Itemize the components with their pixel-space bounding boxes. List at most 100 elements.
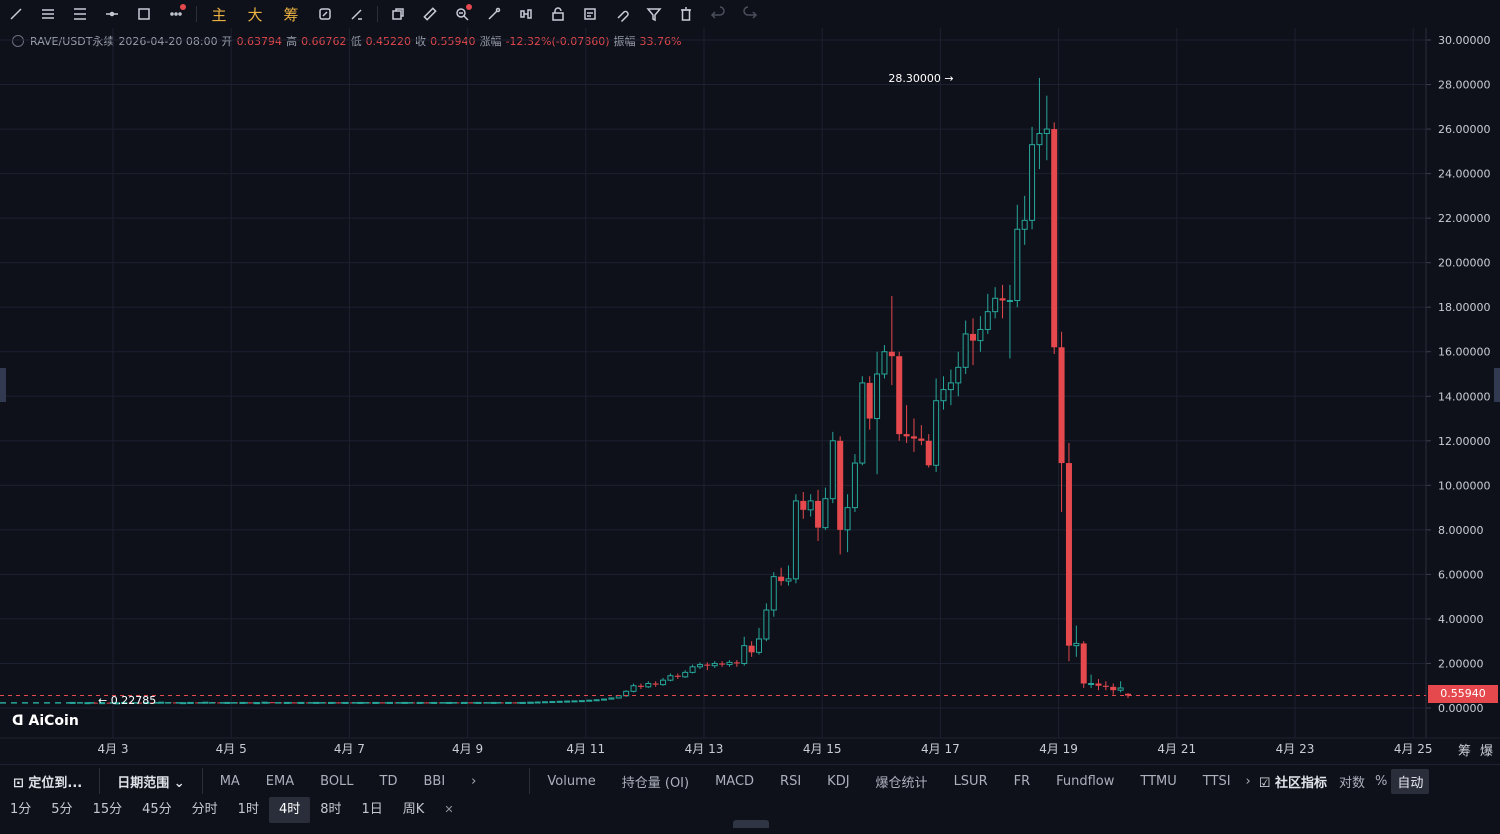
low-label: 低 [350, 35, 362, 48]
filter-icon[interactable] [638, 0, 670, 28]
indicator-bbi[interactable]: BBI [423, 773, 446, 789]
trash-icon[interactable] [670, 0, 702, 28]
candle-body [1051, 129, 1058, 348]
x-tick-label: 4月 13 [685, 742, 724, 756]
indicator-lsur[interactable]: LSUR [953, 773, 988, 789]
chevron-right-icon[interactable]: › [1245, 773, 1251, 789]
screenshot-icon[interactable] [382, 0, 414, 28]
chevron-right-icon[interactable]: › [471, 773, 477, 789]
notes-icon[interactable] [574, 0, 606, 28]
pen-icon[interactable] [341, 0, 373, 28]
y-tick-label: 24.00000 [1438, 168, 1491, 181]
candle-body [468, 702, 475, 704]
indicator-rsi[interactable]: RSI [780, 773, 802, 789]
magnet-icon[interactable] [606, 0, 638, 28]
candle-body [992, 297, 999, 313]
candle-body [748, 645, 755, 653]
undo-icon[interactable] [702, 0, 734, 28]
candle-body [1014, 228, 1021, 302]
redo-icon[interactable] [734, 0, 766, 28]
left-panel-toggle[interactable] [0, 368, 6, 402]
x-tick-label: 4月 5 [216, 742, 247, 756]
tf-15m[interactable]: 15分 [92, 802, 123, 817]
toolbar-divider [196, 6, 197, 22]
panel-resize-handle[interactable] [733, 820, 769, 828]
y-tick-label: 0.00000 [1438, 702, 1484, 715]
candle-body [534, 701, 541, 704]
last-price-tag: 0.55940 [1428, 685, 1498, 703]
toolbar-divider [377, 6, 378, 22]
candles-icon[interactable] [510, 0, 542, 28]
indicator-ma[interactable]: MA [219, 773, 240, 789]
tf-1d[interactable]: 1日 [361, 802, 383, 817]
y-tick-label: 14.00000 [1438, 390, 1491, 403]
community-indicators-button[interactable]: ☑ 社区指标 [1258, 775, 1327, 791]
magic-pen-icon[interactable] [478, 0, 510, 28]
horizontal-line-icon[interactable] [96, 0, 128, 28]
indicator-td[interactable]: TD [379, 773, 398, 789]
tf-1h[interactable]: 1时 [237, 802, 259, 817]
y-tick-label: 10.00000 [1438, 479, 1491, 492]
trend-line-icon[interactable] [0, 0, 32, 28]
indicator-bar: ⊡ 定位到... 日期范围 ⌄ MA EMA BOLL TD BBI › Vol… [0, 764, 1500, 797]
parallel-lines-icon[interactable] [64, 0, 96, 28]
candle-body [335, 702, 342, 704]
y-tick-label: 28.00000 [1438, 79, 1491, 92]
close-icon[interactable]: ✕ [444, 803, 454, 816]
tf-1m[interactable]: 1分 [10, 802, 32, 817]
zoom-in-icon[interactable] [446, 0, 478, 28]
bar-divider [529, 768, 531, 794]
indicator-ttsi[interactable]: TTSI [1202, 773, 1231, 789]
chips-button[interactable]: 筹 [283, 5, 299, 24]
percent-scale-button[interactable]: % [1374, 773, 1388, 789]
fib-lines-icon[interactable] [32, 0, 64, 28]
candle-body [733, 662, 740, 664]
date-range-button[interactable]: 日期范围 ⌄ [117, 775, 185, 791]
candle-body [608, 697, 615, 700]
large-orders-button[interactable]: 大 [247, 5, 263, 24]
tf-4h[interactable]: 4时 [268, 797, 311, 823]
indicator-ema[interactable]: EMA [265, 773, 295, 789]
candle-body [947, 382, 954, 391]
tf-week[interactable]: 周K [402, 802, 425, 817]
close-value: 0.55940 [430, 34, 476, 48]
change-value: -12.32%(-0.07860) [505, 34, 610, 48]
rectangle-icon[interactable] [128, 0, 160, 28]
candle-body [1036, 133, 1043, 146]
ruler-icon[interactable] [414, 0, 446, 28]
indicator-fundflow[interactable]: Fundflow [1056, 773, 1115, 789]
candle-body [1110, 686, 1117, 691]
lock-icon[interactable] [542, 0, 574, 28]
indicator-macd[interactable]: MACD [715, 773, 755, 789]
indicator-volume[interactable]: Volume [547, 773, 596, 789]
main-chart-button[interactable]: 主 [211, 5, 227, 24]
candlestick-chart[interactable]: 0.00000 2.00000 4.00000 6.00000 8.00000 10.00… [0, 28, 1500, 764]
indicator-settings-icon[interactable] [309, 0, 341, 28]
candle-body [268, 702, 275, 704]
right-panel-toggle[interactable] [1494, 368, 1500, 402]
open-value: 0.63794 [236, 34, 283, 48]
tf-5m[interactable]: 5分 [51, 802, 73, 817]
time-axis: 4月 3 4月 5 4月 7 4月 9 4月 11 4月 13 4月 15 4月 17 4月 1… [0, 737, 1500, 759]
locate-button[interactable]: ⊡ 定位到... [13, 775, 83, 791]
indicator-oi[interactable]: 持仓量 (OI) [621, 775, 690, 791]
candle-body [829, 440, 836, 500]
tf-45m[interactable]: 45分 [142, 802, 172, 817]
candle-body [660, 679, 667, 686]
candle-body [778, 576, 785, 582]
indicator-ttmu[interactable]: TTMU [1140, 773, 1177, 789]
tf-timeshare[interactable]: 分时 [191, 802, 218, 817]
tf-8h[interactable]: 8时 [320, 802, 342, 817]
collapse-icon[interactable] [12, 35, 24, 47]
candle-body [1125, 693, 1131, 696]
indicator-fr[interactable]: FR [1013, 773, 1031, 789]
auto-scale-button[interactable]: 自动 [1391, 768, 1430, 794]
indicator-liquidation[interactable]: 爆仓统计 [875, 775, 928, 791]
indicator-boll[interactable]: BOLL [320, 773, 354, 789]
candle-body [815, 500, 822, 528]
x-tick-label: 4月 15 [803, 742, 842, 756]
indicator-kdj[interactable]: KDJ [827, 773, 850, 789]
log-scale-button[interactable]: 对数 [1338, 775, 1365, 791]
more-tools-icon[interactable] [160, 0, 192, 28]
x-tick-label: 4月 11 [566, 742, 605, 756]
